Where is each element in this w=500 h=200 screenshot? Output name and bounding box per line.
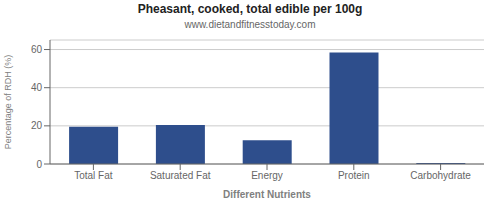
svg-text:40: 40 — [31, 82, 43, 93]
html-text:www.dietandfitnesstoday.com: www.dietandfitnesstoday.com — [184, 19, 316, 30]
svg-text:Total Fat: Total Fat — [74, 170, 113, 181]
html-text:Pheasant, cooked, total edible: Pheasant, cooked, total edible per 100g — [137, 2, 363, 16]
svg-text:Saturated Fat: Saturated Fat — [150, 170, 211, 181]
svg-text:Protein: Protein — [338, 170, 370, 181]
svg-text:20: 20 — [31, 120, 43, 131]
svg-text:Percentage of RDH (%): Percentage of RDH (%) — [8, 55, 13, 150]
svg-text:0: 0 — [36, 159, 42, 170]
svg-text:Different Nutrients: Different Nutrients — [223, 189, 311, 200]
svg-text:Carbohydrate: Carbohydrate — [410, 170, 471, 181]
svg-text:Energy: Energy — [251, 170, 283, 181]
svg-text:60: 60 — [31, 44, 43, 55]
